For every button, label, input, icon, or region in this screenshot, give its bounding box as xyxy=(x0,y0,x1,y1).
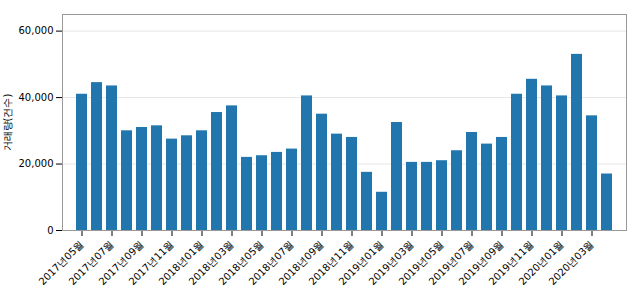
svg-text:2018년09월: 2018년09월 xyxy=(276,238,326,288)
svg-text:2018년07월: 2018년07월 xyxy=(246,238,296,288)
svg-text:2018년11월: 2018년11월 xyxy=(306,238,356,288)
svg-text:2018년03월: 2018년03월 xyxy=(186,238,236,288)
svg-text:2019년09월: 2019년09월 xyxy=(456,238,506,288)
svg-text:2019년05월: 2019년05월 xyxy=(396,238,446,288)
svg-text:2019년03월: 2019년03월 xyxy=(366,238,416,288)
svg-text:0: 0 xyxy=(47,225,53,236)
svg-text:2020년01월: 2020년01월 xyxy=(516,238,566,288)
svg-text:2017년05월: 2017년05월 xyxy=(36,238,86,288)
svg-text:2019년01월: 2019년01월 xyxy=(336,238,386,288)
svg-text:40,000: 40,000 xyxy=(19,92,54,103)
svg-text:60,000: 60,000 xyxy=(19,25,54,36)
svg-text:2017년07월: 2017년07월 xyxy=(66,238,116,288)
svg-text:2017년11월: 2017년11월 xyxy=(126,238,176,288)
svg-text:2018년01월: 2018년01월 xyxy=(156,238,206,288)
svg-text:2017년09월: 2017년09월 xyxy=(96,238,146,288)
svg-text:거래량(건수): 거래량(건수) xyxy=(2,94,13,152)
svg-text:2018년05월: 2018년05월 xyxy=(216,238,266,288)
svg-text:2020년03월: 2020년03월 xyxy=(547,238,596,287)
svg-text:2019년07월: 2019년07월 xyxy=(426,238,476,288)
svg-text:2019년11월: 2019년11월 xyxy=(486,238,536,288)
svg-text:20,000: 20,000 xyxy=(19,158,54,169)
